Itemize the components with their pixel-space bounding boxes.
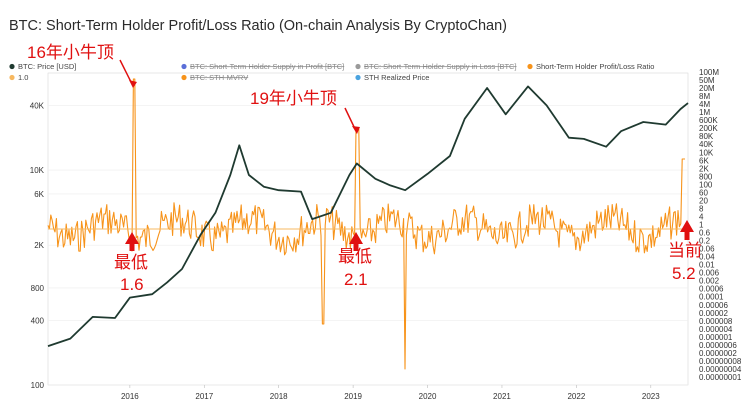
series-btc-price (47, 85, 689, 347)
right-tick-label: 0.0000002 (699, 349, 737, 358)
right-tick-label: 1M (699, 108, 710, 117)
right-tick-label: 0.00000001 (699, 373, 742, 382)
legend-label[interactable]: BTC: Short-Term Holder Supply in Loss [B… (364, 62, 517, 71)
right-tick-label: 0.00000004 (699, 365, 742, 374)
x-tick-label: 2021 (493, 392, 511, 401)
legend-dot (355, 63, 361, 70)
left-tick-label: 100 (31, 381, 45, 390)
annotation-2016-arrowhead (129, 80, 137, 88)
legend-label[interactable]: BTC: Short-Term Holder Supply in Profit … (190, 62, 344, 71)
right-tick-label: 600K (699, 116, 718, 125)
right-tick-label: 10K (699, 148, 714, 157)
annotation-low-2016-arrow (125, 232, 139, 251)
x-tick-label: 2020 (419, 392, 437, 401)
annotation-low-2016-label: 最低 (114, 253, 148, 272)
ratio-line (47, 78, 685, 370)
legend-label[interactable]: BTC: Price [USD] (18, 62, 76, 71)
right-tick-label: 0.006 (699, 269, 720, 278)
right-tick-label: 0.2 (699, 237, 711, 246)
right-tick-label: 0.000004 (699, 325, 733, 334)
right-tick-label: 0.000001 (699, 333, 733, 342)
left-tick-label: 40K (30, 101, 45, 110)
right-tick-label: 0.000008 (699, 317, 733, 326)
right-tick-label: 0.06 (699, 245, 715, 254)
legend-dot (9, 74, 15, 81)
legend-label[interactable]: BTC: STH-MVRV (190, 73, 248, 82)
left-tick-label: 6K (34, 190, 44, 199)
chart-legend: BTC: Price [USD] BTC: Short-Term Holder S… (9, 62, 654, 82)
x-tick-label: 2017 (195, 392, 213, 401)
annotation-current-label: 当前 (668, 241, 702, 260)
gridlines (48, 105, 688, 386)
left-tick-label: 2K (34, 241, 44, 250)
x-tick-label: 2018 (270, 392, 288, 401)
right-tick-label: 0.01 (699, 261, 715, 270)
right-tick-label: 40K (699, 140, 714, 149)
annotation-current-arrow (680, 220, 694, 240)
legend-label[interactable]: Short-Term Holder Profit/Loss Ratio (536, 62, 654, 71)
right-axis: 100M50M20M8M4M1M600K200K80K40K10K6K2K800… (699, 68, 742, 382)
right-tick-label: 60 (699, 188, 708, 197)
legend-label[interactable]: 1.0 (18, 73, 28, 82)
price-line (47, 85, 689, 347)
x-axis: 2016 2017 2018 2019 2020 2021 2022 2023 (121, 385, 660, 401)
chart-title: BTC: Short-Term Holder Profit/Loss Ratio… (9, 18, 507, 34)
right-tick-label: 0.0000006 (699, 341, 737, 350)
right-tick-label: 0.04 (699, 253, 715, 262)
annotation-2019-top: 19年小牛顶 (250, 89, 337, 108)
left-tick-label: 10K (30, 166, 45, 175)
right-tick-label: 20 (699, 196, 708, 205)
right-tick-label: 100 (699, 180, 713, 189)
annotation-low-2019-value: 2.1 (344, 270, 368, 289)
series-profit-loss-ratio (47, 78, 685, 370)
annotation-current-value: 5.2 (672, 264, 696, 283)
annotation-2019-arrowhead (352, 126, 360, 134)
x-tick-label: 2022 (567, 392, 585, 401)
right-tick-label: 20M (699, 84, 715, 93)
right-tick-label: 0.00002 (699, 309, 728, 318)
right-tick-label: 6K (699, 156, 709, 165)
legend-dot (527, 63, 533, 70)
legend-dot (355, 74, 361, 81)
left-tick-label: 800 (31, 284, 45, 293)
x-tick-label: 2019 (344, 392, 362, 401)
legend-dot (181, 74, 187, 81)
right-tick-label: 0.002 (699, 277, 720, 286)
x-tick-label: 2016 (121, 392, 139, 401)
annotations: 16年小牛顶 19年小牛顶 最低 1.6 最低 2.1 当前 5.2 (27, 43, 702, 294)
right-tick-label: 200K (699, 124, 718, 133)
right-tick-label: 800 (699, 172, 713, 181)
x-tick-label: 2023 (642, 392, 660, 401)
right-tick-label: 1 (699, 221, 704, 230)
annotation-low-2019-label: 最低 (338, 247, 372, 266)
right-tick-label: 0.6 (699, 229, 711, 238)
right-tick-label: 0.0001 (699, 293, 724, 302)
left-axis: 100 400 800 2K 6K 10K 40K (30, 101, 45, 390)
left-tick-label: 400 (31, 316, 45, 325)
annotation-low-2016-value: 1.6 (120, 275, 144, 294)
right-tick-label: 8 (699, 204, 704, 213)
right-tick-label: 8M (699, 92, 710, 101)
right-tick-label: 4M (699, 100, 710, 109)
right-tick-label: 0.0006 (699, 285, 724, 294)
right-tick-label: 0.00000008 (699, 357, 742, 366)
right-tick-label: 80K (699, 132, 714, 141)
right-tick-label: 50M (699, 76, 715, 85)
right-tick-label: 4 (699, 212, 704, 221)
right-tick-label: 100M (699, 68, 719, 77)
legend-dot (9, 63, 15, 70)
annotation-2016-top: 16年小牛顶 (27, 43, 114, 62)
legend-dot (181, 63, 187, 70)
annotation-low-2019-arrow (349, 232, 363, 251)
right-tick-label: 0.00006 (699, 301, 728, 310)
legend-label[interactable]: STH Realized Price (364, 73, 429, 82)
right-tick-label: 2K (699, 164, 709, 173)
